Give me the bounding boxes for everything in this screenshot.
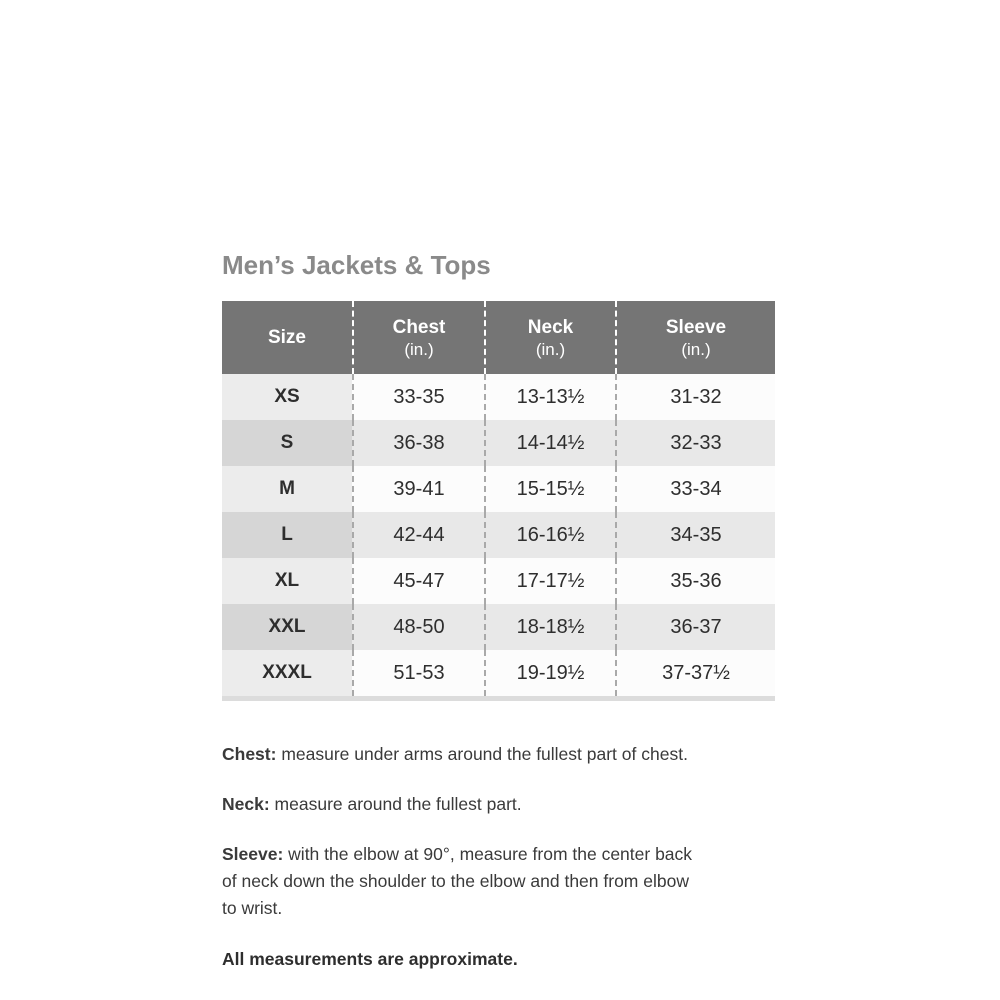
neck-cell: 14-14½ [484,420,615,466]
sleeve-cell: 33-34 [615,466,775,512]
note-neck-text: measure around the fullest part. [274,794,522,814]
table-row-xl: XL 45-47 17-17½ 35-36 [222,558,775,604]
column-header-label: Chest [392,316,446,338]
column-header-unit: (in.) [404,339,434,359]
size-chart-table: Size Chest (in.) Neck (in.) Sleeve (in.)… [222,301,775,701]
table-row-xxl: XXL 48-50 18-18½ 36-37 [222,604,775,650]
size-cell: XL [222,558,352,604]
table-header-row: Size Chest (in.) Neck (in.) Sleeve (in.) [222,301,775,374]
sleeve-cell: 36-37 [615,604,775,650]
column-header-neck: Neck (in.) [484,301,615,374]
sleeve-cell: 31-32 [615,374,775,420]
sleeve-cell: 32-33 [615,420,775,466]
neck-cell: 18-18½ [484,604,615,650]
content-area: Men’s Jackets & Tops Size Chest (in.) Ne… [222,250,822,973]
table-row-xxxl: XXXL 51-53 19-19½ 37-37½ [222,650,775,696]
size-cell: S [222,420,352,466]
sleeve-cell: 37-37½ [615,650,775,696]
table-row-xs: XS 33-35 13-13½ 31-32 [222,374,775,420]
page-title: Men’s Jackets & Tops [222,250,491,280]
chest-cell: 42-44 [352,512,484,558]
chest-cell: 36-38 [352,420,484,466]
size-cell: M [222,466,352,512]
note-sleeve-text: with the elbow at 90°, measure from the … [222,844,693,918]
sleeve-cell: 34-35 [615,512,775,558]
column-header-label: Neck [527,316,574,338]
measurement-notes: Chest: measure under arms around the ful… [222,741,807,973]
neck-cell: 16-16½ [484,512,615,558]
column-header-unit: (in.) [535,339,566,359]
chest-cell: 45-47 [352,558,484,604]
neck-cell: 19-19½ [484,650,615,696]
footnote: All measurements are approximate. [222,949,518,969]
size-cell: XXL [222,604,352,650]
note-chest: Chest: measure under arms around the ful… [222,741,807,768]
note-neck: Neck: measure around the fullest part. [222,791,807,818]
chest-cell: 48-50 [352,604,484,650]
table-row-l: L 42-44 16-16½ 34-35 [222,512,775,558]
note-chest-label: Chest: [222,744,277,764]
chest-cell: 33-35 [352,374,484,420]
neck-cell: 13-13½ [484,374,615,420]
chest-cell: 51-53 [352,650,484,696]
column-header-label: Sleeve [665,316,727,338]
note-sleeve: Sleeve: with the elbow at 90°, measure f… [222,841,807,922]
column-header-chest: Chest (in.) [352,301,484,374]
column-header-sleeve: Sleeve (in.) [615,301,775,374]
column-header-label: Size [267,327,307,348]
size-cell: L [222,512,352,558]
note-neck-label: Neck: [222,794,270,814]
table-row-m: M 39-41 15-15½ 33-34 [222,466,775,512]
table-row-s: S 36-38 14-14½ 32-33 [222,420,775,466]
neck-cell: 17-17½ [484,558,615,604]
column-header-size: Size [222,301,352,374]
sleeve-cell: 35-36 [615,558,775,604]
size-cell: XXXL [222,650,352,696]
neck-cell: 15-15½ [484,466,615,512]
column-header-unit: (in.) [681,339,711,359]
size-cell: XS [222,374,352,420]
note-chest-text: measure under arms around the fullest pa… [281,744,688,764]
chest-cell: 39-41 [352,466,484,512]
note-sleeve-label: Sleeve: [222,844,284,864]
